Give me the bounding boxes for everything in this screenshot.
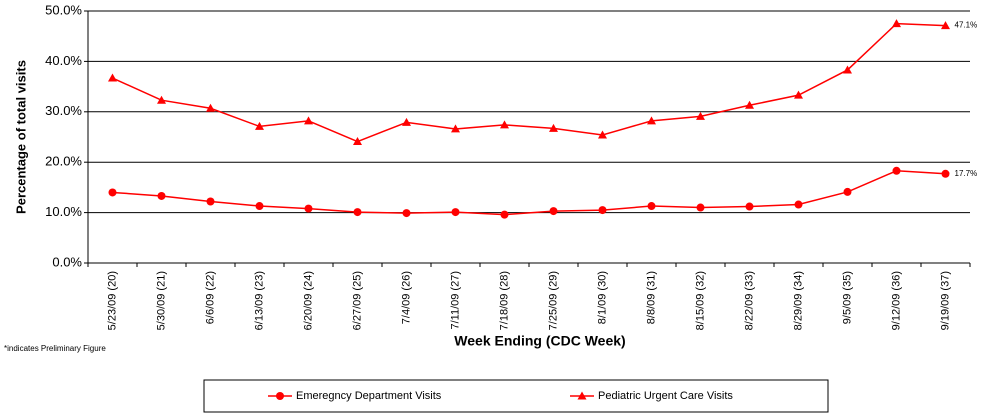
- note: *indicates Preliminary Figure: [4, 344, 106, 353]
- series-line: [112, 22, 946, 143]
- data-label: 17.7%: [955, 169, 978, 178]
- marker: [892, 19, 901, 28]
- marker: [108, 73, 117, 82]
- marker: [353, 208, 362, 217]
- marker: [304, 116, 313, 125]
- marker: [843, 187, 852, 196]
- marker: [206, 197, 215, 206]
- marker: [794, 90, 803, 99]
- marker: [402, 209, 411, 218]
- marker: [647, 116, 656, 125]
- marker: [598, 130, 607, 139]
- marker: [108, 188, 117, 197]
- y-tick-label: 20.0%: [45, 154, 82, 169]
- x-tick-label: 8/29/09 (34): [792, 271, 804, 330]
- x-tick-label: 9/5/09 (35): [841, 271, 853, 324]
- marker: [549, 207, 558, 216]
- marker: [157, 191, 166, 200]
- y-tick-label: 40.0%: [45, 53, 82, 68]
- marker: [745, 202, 754, 211]
- data-label: 47.1%: [955, 21, 978, 30]
- marker: [500, 120, 509, 129]
- legend-label: Emeregncy Department Visits: [296, 390, 442, 402]
- y-tick-label: 0.0%: [52, 254, 82, 269]
- marker: [892, 166, 901, 175]
- x-tick-label: 5/23/09 (20): [106, 271, 118, 330]
- x-tick-label: 8/15/09 (32): [694, 271, 706, 330]
- x-tick-label: 8/22/09 (33): [743, 271, 755, 330]
- marker: [696, 203, 705, 212]
- marker: [255, 121, 264, 130]
- x-axis-label: Week Ending (CDC Week): [454, 333, 625, 349]
- x-tick-label: 8/1/09 (30): [596, 271, 608, 324]
- marker: [451, 124, 460, 133]
- series-line: [112, 170, 946, 216]
- x-tick-label: 6/13/09 (23): [253, 271, 265, 330]
- legend-marker: [577, 391, 587, 400]
- marker: [255, 202, 264, 211]
- x-tick-label: 7/4/09 (26): [400, 271, 412, 324]
- marker: [549, 123, 558, 132]
- marker: [843, 65, 852, 74]
- x-tick-label: 7/18/09 (28): [498, 271, 510, 330]
- x-tick-label: 7/11/09 (27): [449, 271, 461, 330]
- legend-marker: [276, 392, 284, 400]
- marker: [353, 137, 362, 146]
- marker: [157, 95, 166, 104]
- marker: [304, 204, 313, 213]
- x-tick-label: 6/6/09 (22): [204, 271, 216, 324]
- marker: [402, 117, 411, 126]
- y-tick-label: 10.0%: [45, 204, 82, 219]
- marker: [794, 200, 803, 209]
- legend-box: [203, 379, 829, 413]
- x-tick-label: 5/30/09 (21): [155, 271, 167, 330]
- marker: [745, 100, 754, 109]
- legend-label: Pediatric Urgent Care Visits: [598, 390, 733, 402]
- x-tick-label: 8/8/09 (31): [645, 271, 657, 324]
- marker: [941, 21, 950, 30]
- marker: [598, 206, 607, 215]
- x-tick-label: 9/12/09 (36): [890, 271, 902, 330]
- x-tick-label: 9/19/09 (37): [939, 271, 951, 330]
- y-tick-label: 30.0%: [45, 103, 82, 118]
- marker: [647, 202, 656, 211]
- x-tick-label: 6/20/09 (24): [302, 271, 314, 330]
- marker: [941, 169, 950, 178]
- marker: [500, 210, 509, 219]
- marker: [451, 208, 460, 217]
- marker: [696, 111, 705, 120]
- y-tick-label: 50.0%: [45, 2, 82, 17]
- x-tick-label: 6/27/09 (25): [351, 271, 363, 330]
- y-axis-label: Percentage of total visits: [13, 60, 28, 214]
- x-tick-label: 7/25/09 (29): [547, 271, 559, 330]
- marker: [206, 103, 215, 112]
